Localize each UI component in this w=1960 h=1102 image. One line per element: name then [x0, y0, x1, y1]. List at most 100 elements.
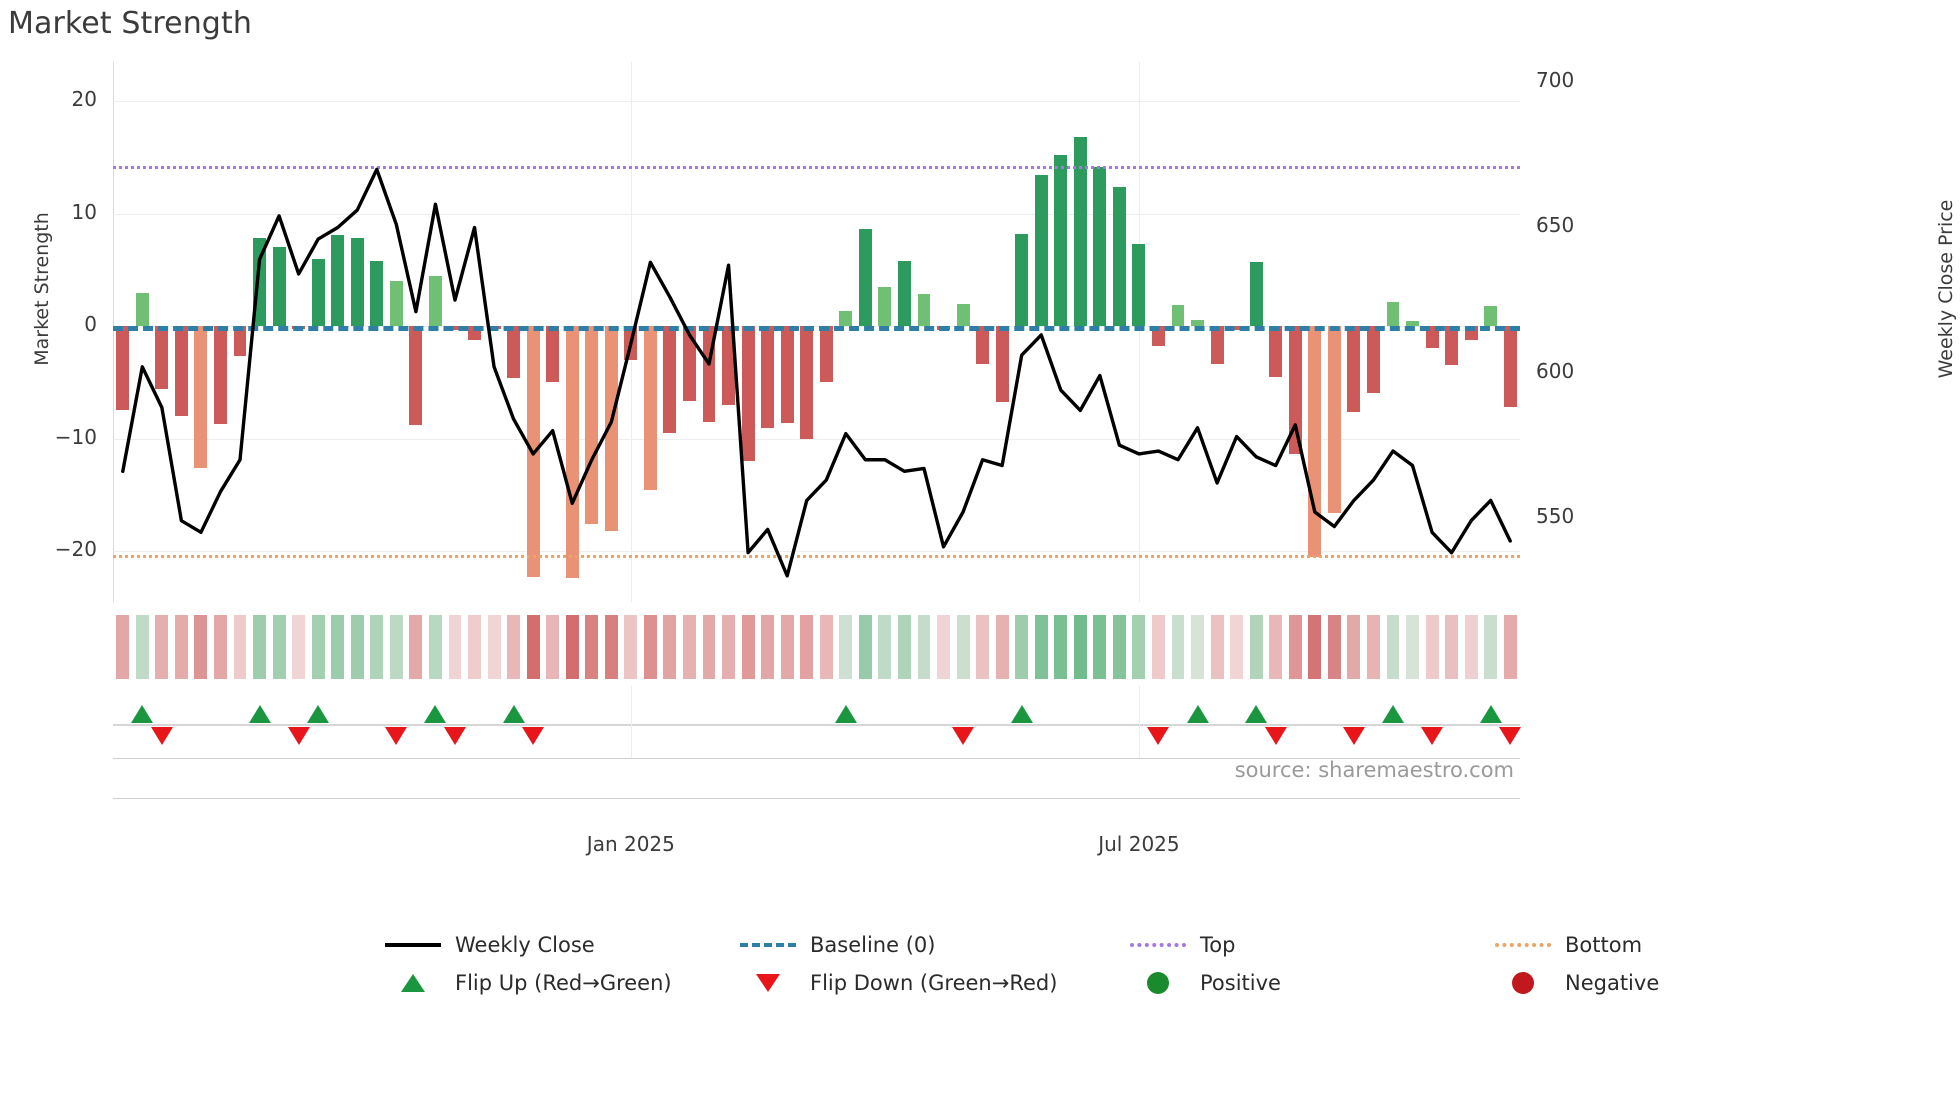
flip-up-marker-7	[248, 705, 271, 723]
bar-14	[389, 281, 403, 327]
bar-65	[1386, 301, 1400, 327]
bar-0	[116, 326, 130, 410]
bar-3	[174, 326, 188, 417]
strip-cell-50	[1093, 615, 1107, 679]
bar-40	[897, 261, 911, 327]
bar-56	[1210, 326, 1224, 364]
reference-line-baseline-0	[113, 326, 1520, 332]
legend-item-negative[interactable]: Negative	[1495, 963, 1659, 1003]
plot-left-spine	[113, 62, 114, 602]
flip-marker-row	[113, 686, 1522, 758]
dashed-line-icon	[740, 943, 796, 947]
legend-row-secondary: Flip Up (Red→Green) Flip Down (Green→Red)…	[0, 963, 1960, 1003]
flip-up-marker-65	[1381, 705, 1404, 723]
strip-cell-21	[526, 615, 540, 679]
strip-cell-67	[1425, 615, 1439, 679]
legend-item-flip-up-red-green[interactable]: Flip Up (Red→Green)	[385, 963, 672, 1003]
strip-cell-20	[507, 615, 521, 679]
bar-27	[643, 326, 657, 490]
circle-green-icon	[1147, 972, 1169, 994]
bar-45	[995, 326, 1009, 402]
bar-71	[1503, 326, 1517, 408]
strip-cell-49	[1073, 615, 1087, 679]
legend-label: Bottom	[1565, 933, 1643, 957]
y-axis-right-label: Weekly Close Price	[1935, 199, 1957, 379]
strip-cell-56	[1210, 615, 1224, 679]
flip-up-marker-20	[502, 705, 525, 723]
bar-23	[565, 326, 579, 579]
strip-cell-52	[1132, 615, 1146, 679]
bar-67	[1425, 326, 1439, 348]
legend-item-flip-down-green-red[interactable]: Flip Down (Green→Red)	[740, 963, 1057, 1003]
bar-2	[155, 326, 169, 390]
gridline-y	[113, 438, 1520, 440]
bar-25	[604, 326, 618, 532]
strip-cell-66	[1406, 615, 1419, 679]
bar-16	[428, 275, 442, 327]
y-tick-right-0: 700	[1536, 68, 1575, 93]
strip-cell-70	[1484, 615, 1498, 679]
footer-rule-top	[113, 758, 1520, 759]
strip-cell-55	[1191, 615, 1204, 679]
flip-up-marker-55	[1186, 705, 1209, 723]
bar-48	[1054, 155, 1068, 327]
gridline-y	[113, 551, 1520, 553]
strip-cell-43	[956, 615, 970, 679]
flip-down-marker-14	[385, 727, 408, 745]
gridline-x-flip	[1138, 686, 1140, 758]
y-tick-left-4: −20	[54, 537, 97, 562]
strip-cell-16	[428, 615, 442, 679]
flip-down-marker-2	[150, 727, 173, 745]
strip-cell-65	[1386, 615, 1400, 679]
flip-up-marker-1	[131, 705, 154, 723]
flip-up-marker-16	[424, 705, 447, 723]
strip-cell-10	[311, 615, 325, 679]
flip-up-marker-58	[1245, 705, 1268, 723]
legend-item-bottom[interactable]: Bottom	[1495, 925, 1642, 965]
legend-item-baseline-0[interactable]: Baseline (0)	[740, 925, 935, 965]
flip-up-marker-46	[1010, 705, 1033, 723]
bar-44	[976, 326, 990, 364]
bar-5	[214, 326, 227, 425]
bar-4	[194, 326, 208, 469]
weekly-close-line	[121, 167, 1512, 578]
bar-66	[1406, 320, 1419, 327]
chart-legend: Weekly Close Baseline (0) Top Bottom Flip U…	[0, 925, 1960, 1015]
strip-cell-40	[897, 615, 911, 679]
strip-cell-34	[780, 615, 794, 679]
legend-item-top[interactable]: Top	[1130, 925, 1235, 965]
gridline-x	[1138, 62, 1140, 602]
strip-cell-30	[702, 615, 716, 679]
bar-8	[272, 246, 286, 327]
legend-item-positive[interactable]: Positive	[1130, 963, 1281, 1003]
bar-1	[135, 292, 149, 327]
legend-label: Top	[1200, 933, 1236, 957]
strip-cell-12	[350, 615, 364, 679]
strip-cell-25	[604, 615, 618, 679]
bar-31	[722, 326, 735, 406]
bar-34	[780, 326, 794, 424]
strip-cell-3	[174, 615, 188, 679]
triangle-down-icon	[756, 974, 780, 992]
solid-line-icon	[385, 943, 441, 947]
bar-60	[1288, 326, 1302, 454]
strip-cell-22	[546, 615, 560, 679]
strip-cell-42	[937, 615, 950, 679]
flip-up-marker-10	[307, 705, 330, 723]
bar-13	[370, 261, 384, 327]
legend-item-weekly-close[interactable]: Weekly Close	[385, 925, 595, 965]
gridline-y	[113, 213, 1520, 215]
flip-up-marker-37	[834, 705, 857, 723]
legend-label: Flip Down (Green→Red)	[810, 971, 1058, 995]
footer-area: source: sharemaestro.com	[113, 758, 1520, 826]
strip-cell-35	[800, 615, 814, 679]
strip-cell-15	[409, 615, 423, 679]
strip-cell-53	[1152, 615, 1165, 679]
flip-down-marker-53	[1147, 727, 1170, 745]
bar-35	[800, 326, 814, 439]
strip-cell-27	[643, 615, 657, 679]
bar-22	[546, 326, 560, 382]
strip-cell-31	[722, 615, 735, 679]
legend-label: Positive	[1200, 971, 1281, 995]
bar-11	[331, 235, 345, 327]
